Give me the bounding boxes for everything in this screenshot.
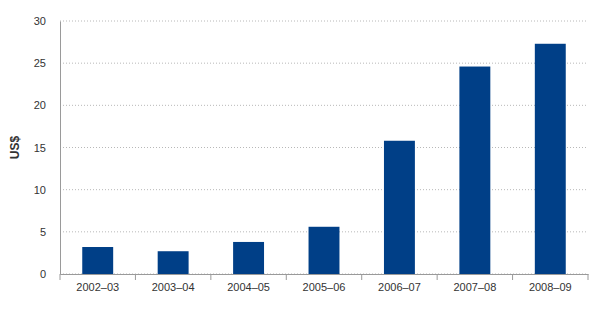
category-separator [361, 274, 362, 280]
y-tick-label: 0 [40, 268, 46, 280]
chart: 0 5 10 15 20 25 30 2002–03 2003–04 2004–05 2005–06… [0, 0, 600, 312]
y-tick: 5 [40, 226, 60, 238]
y-tick-label: 5 [40, 226, 46, 238]
x-tick-label: 2004–05 [227, 281, 270, 293]
x-tick: 2005–06 [303, 274, 346, 293]
bar [535, 44, 566, 274]
category-separator [286, 274, 287, 280]
x-tick: 2008–09 [529, 274, 572, 293]
bars [82, 44, 565, 274]
x-tick: 2004–05 [227, 274, 270, 293]
grid-line [60, 189, 588, 190]
category-separator [437, 274, 438, 280]
y-tick-label: 20 [34, 99, 46, 111]
category-separator [210, 274, 211, 280]
x-tick-label: 2005–06 [303, 281, 346, 293]
bar [384, 141, 415, 274]
y-tick: 10 [34, 184, 60, 196]
grid-line [60, 63, 588, 64]
x-tick-label: 2002–03 [76, 281, 119, 293]
x-tick: 2003–04 [152, 274, 195, 293]
x-tick-label: 2008–09 [529, 281, 572, 293]
x-tick: 2002–03 [76, 274, 119, 293]
axis-line [60, 22, 61, 275]
y-tick: 0 [40, 268, 60, 280]
grid [60, 21, 588, 274]
bar [82, 247, 113, 274]
category-separator [588, 274, 589, 280]
bar [233, 242, 264, 274]
x-tick-label: 2006–07 [378, 281, 421, 293]
grid-line [60, 21, 588, 22]
category-separator [512, 274, 513, 280]
x-axis: 2002–03 2003–04 2004–05 2005–06 2006–07 2007–… [61, 274, 589, 293]
y-axis: 0 5 10 15 20 25 30 [34, 15, 61, 280]
category-separators [60, 274, 588, 280]
y-axis-title: US$ [8, 136, 22, 160]
y-tick-label: 25 [34, 57, 46, 69]
y-tick: 25 [34, 57, 60, 69]
grid-line [60, 147, 588, 148]
category-separator [135, 274, 136, 280]
y-tick: 15 [34, 142, 60, 154]
bar [158, 251, 189, 274]
x-tick: 2006–07 [378, 274, 421, 293]
y-tick-label: 10 [34, 184, 46, 196]
bar [309, 227, 340, 274]
category-separator [60, 274, 61, 280]
x-tick-label: 2007–08 [453, 281, 496, 293]
x-tick: 2007–08 [453, 274, 496, 293]
y-tick-label: 15 [34, 142, 46, 154]
grid-line [60, 105, 588, 106]
x-tick-label: 2003–04 [152, 281, 195, 293]
bar [459, 67, 490, 274]
y-tick-label: 30 [34, 15, 46, 27]
y-tick: 20 [34, 99, 60, 111]
y-tick: 30 [34, 15, 60, 27]
axis-line [61, 274, 589, 275]
